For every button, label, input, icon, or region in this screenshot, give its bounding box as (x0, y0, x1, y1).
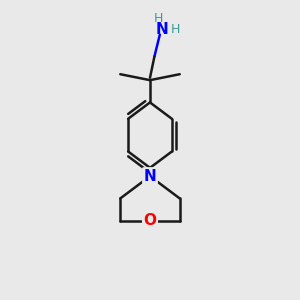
Text: N: N (144, 169, 156, 184)
Text: N: N (155, 22, 168, 37)
Text: H: H (171, 23, 181, 36)
Text: H: H (154, 12, 164, 25)
Text: O: O (143, 213, 157, 228)
